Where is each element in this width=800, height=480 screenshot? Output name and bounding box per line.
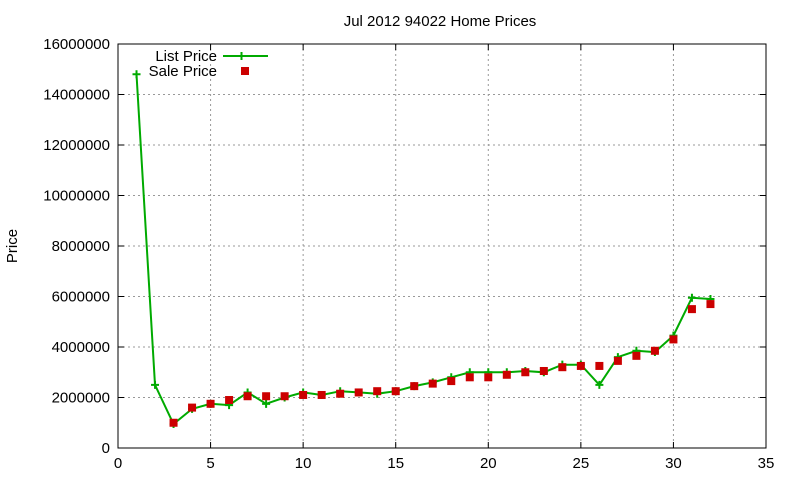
- sale-price-point: [299, 390, 308, 399]
- sale-price-point: [169, 418, 178, 427]
- series-layer: [132, 70, 715, 429]
- chart-title: Jul 2012 94022 Home Prices: [344, 13, 537, 30]
- sale-price-point: [280, 392, 289, 401]
- x-tick-label: 10: [295, 455, 312, 472]
- sale-price-point: [558, 363, 567, 372]
- y-tick-label: 4000000: [52, 339, 110, 356]
- sale-price-point: [687, 305, 696, 314]
- y-tick-label: 6000000: [52, 289, 110, 306]
- sale-price-point: [632, 351, 641, 360]
- sale-price-point: [391, 387, 400, 396]
- sale-price-point: [354, 388, 363, 397]
- list-price-point: [687, 293, 696, 302]
- axis-ticks: 0 5 10 15 20 25 30 35 0 2000000 4000000 6000000 8000…: [43, 36, 774, 472]
- y-tick-label: 8000000: [52, 238, 110, 255]
- sale-price-point: [613, 356, 622, 365]
- legend-label-list-price: List Price: [155, 48, 217, 65]
- list-price-point: [151, 380, 160, 389]
- y-tick-label: 10000000: [43, 188, 110, 205]
- sale-price-point: [484, 373, 493, 382]
- sale-price-point: [447, 377, 456, 386]
- sale-price-point: [373, 387, 382, 396]
- x-tick-label: 30: [665, 455, 682, 472]
- sale-price-point: [336, 389, 345, 398]
- x-tick-label: 35: [758, 455, 775, 472]
- y-tick-label: 12000000: [43, 137, 110, 154]
- x-tick-label: 0: [114, 455, 122, 472]
- list-price-point: [262, 399, 271, 408]
- sale-price-point: [595, 361, 604, 370]
- legend: List Price Sale Price: [149, 48, 268, 80]
- legend-label-sale-price: Sale Price: [149, 63, 217, 80]
- y-tick-label: 14000000: [43, 87, 110, 104]
- y-tick-label: 0: [102, 440, 110, 457]
- y-axis-label: Price: [4, 229, 21, 263]
- list-price-line: [135, 74, 711, 426]
- sale-price-point: [262, 392, 271, 401]
- legend-marker-list-price: [237, 52, 246, 60]
- sale-price-point: [188, 403, 197, 412]
- sale-price-point: [225, 396, 234, 405]
- legend-marker-sale-price: [241, 67, 249, 75]
- sale-price-point: [206, 399, 215, 408]
- x-tick-label: 20: [480, 455, 497, 472]
- list-price-point: [595, 380, 604, 389]
- grid-lines: [118, 44, 766, 448]
- x-tick-label: 15: [387, 455, 404, 472]
- sale-price-point: [428, 379, 437, 388]
- sale-price-point: [576, 361, 585, 370]
- sale-price-point: [317, 390, 326, 399]
- y-tick-label: 16000000: [43, 36, 110, 53]
- list-price-point: [132, 70, 141, 79]
- y-tick-label: 2000000: [52, 390, 110, 407]
- sale-price-point: [669, 335, 678, 344]
- sale-price-point: [650, 346, 659, 355]
- sale-price-point: [243, 392, 252, 401]
- x-tick-label: 5: [206, 455, 214, 472]
- sale-price-point: [465, 373, 474, 382]
- sale-price-point: [410, 382, 419, 391]
- sale-price-point: [502, 370, 511, 379]
- sale-price-point: [521, 368, 530, 377]
- x-tick-label: 25: [573, 455, 590, 472]
- sale-price-point: [706, 300, 715, 309]
- sale-price-point: [539, 366, 548, 375]
